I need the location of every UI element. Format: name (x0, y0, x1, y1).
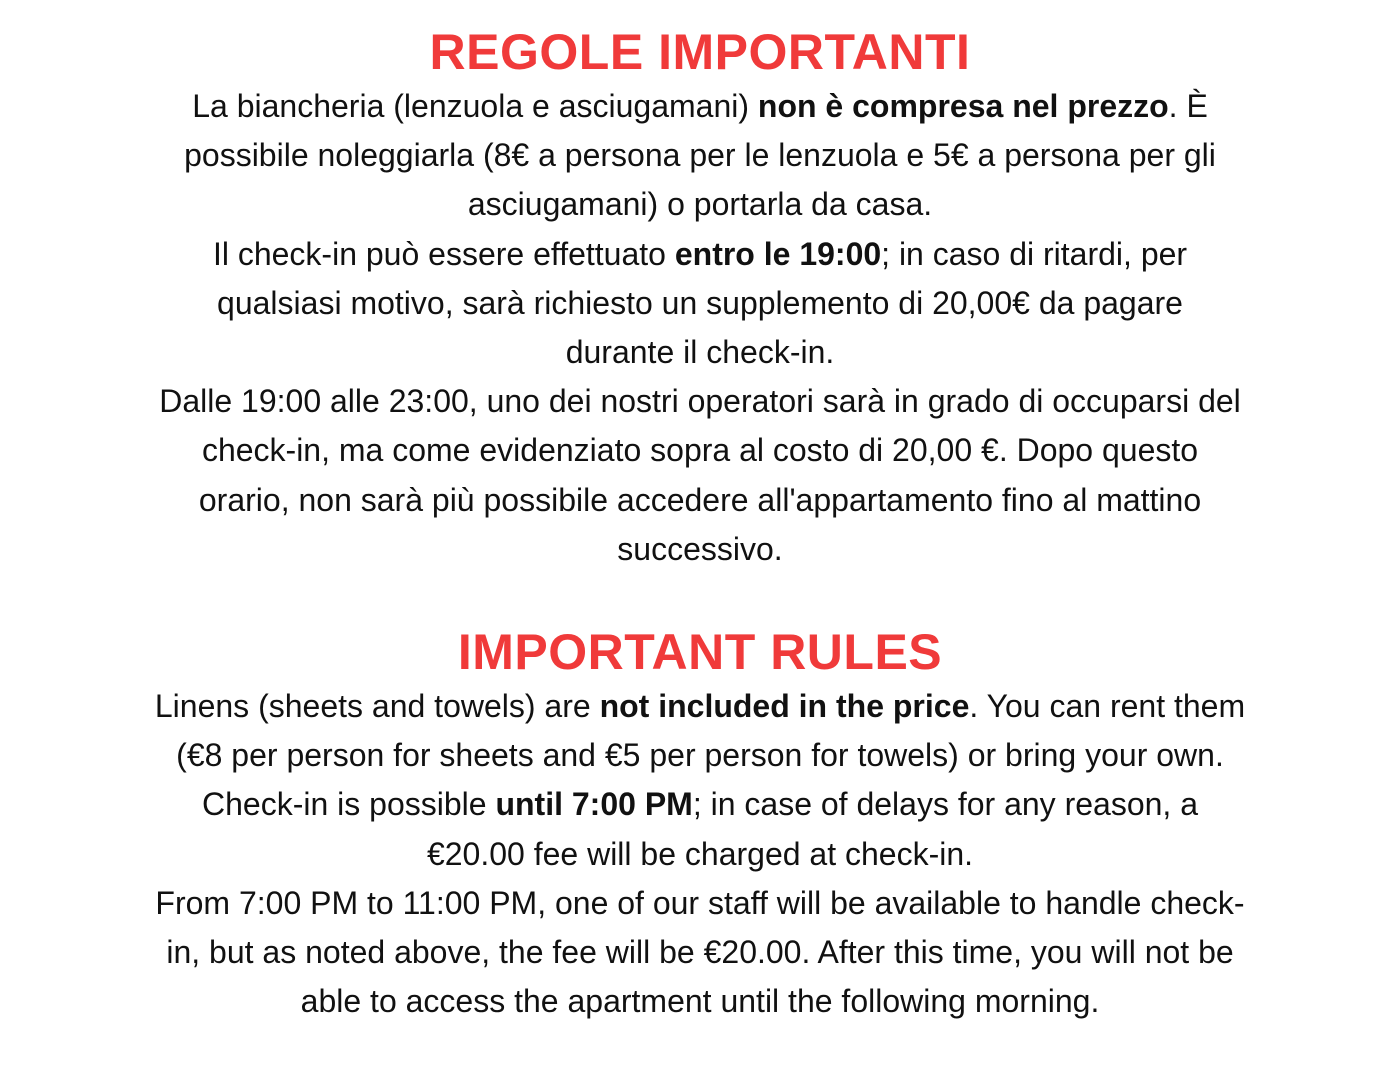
text-line: qualsiasi motivo, sarà richiesto un supp… (0, 279, 1400, 328)
text-segment: asciugamani) o portarla da casa. (467, 186, 933, 223)
text-segment: possibile noleggiarla (8€ a persona per … (184, 137, 1216, 174)
section-title-english: IMPORTANT RULES (457, 624, 943, 681)
text-segment: Il check-in può essere effettuato (212, 235, 675, 272)
text-segment: Check-in is possible (202, 786, 496, 823)
text-segment: €20.00 fee will be charged at check-in. (426, 835, 974, 872)
text-segment: ; in caso di ritardi, per (881, 235, 1188, 272)
section-body-english: Linens (sheets and towels) are not inclu… (0, 682, 1400, 1026)
text-segment: Linens (sheets and towels) are (154, 688, 600, 725)
text-line: in, but as noted above, the fee will be … (0, 928, 1400, 977)
text-line: (€8 per person for sheets and €5 per per… (0, 731, 1400, 780)
text-line: From 7:00 PM to 11:00 PM, one of our sta… (0, 879, 1400, 928)
text-line: successivo. (0, 525, 1400, 574)
text-line: able to access the apartment until the f… (0, 977, 1400, 1026)
text-line: Il check-in può essere effettuato entro … (0, 230, 1400, 279)
text-line: €20.00 fee will be charged at check-in. (0, 830, 1400, 879)
text-segment: (€8 per person for sheets and €5 per per… (176, 737, 1224, 774)
text-segment: Dalle 19:00 alle 23:00, uno dei nostri o… (159, 383, 1241, 420)
bold-text: until 7:00 PM (495, 786, 693, 823)
text-segment: La biancheria (lenzuola e asciugamani) (192, 88, 758, 124)
text-segment: in, but as noted above, the fee will be … (166, 934, 1234, 971)
text-segment: qualsiasi motivo, sarà richiesto un supp… (217, 284, 1183, 321)
text-segment: check-in, ma come evidenziato sopra al c… (201, 432, 1199, 469)
text-line: La biancheria (lenzuola e asciugamani) n… (0, 82, 1400, 131)
bold-text: not included in the price (599, 688, 970, 725)
text-segment: . You can rent them (969, 688, 1246, 725)
text-line: asciugamani) o portarla da casa. (0, 180, 1400, 229)
text-segment: orario, non sarà più possibile accedere … (198, 481, 1202, 518)
text-line: durante il check-in. (0, 328, 1400, 377)
section-title-italian: REGOLE IMPORTANTI (429, 24, 971, 80)
bold-text: non è compresa nel prezzo (757, 88, 1169, 124)
text-line: Linens (sheets and towels) are not inclu… (0, 682, 1400, 731)
text-line: check-in, ma come evidenziato sopra al c… (0, 426, 1400, 475)
text-segment: successivo. (617, 530, 783, 567)
rules-document: REGOLE IMPORTANTI La biancheria (lenzuol… (0, 24, 1400, 1026)
bold-text: entro le 19:00 (674, 235, 882, 272)
text-segment: durante il check-in. (565, 334, 835, 371)
text-segment: able to access the apartment until the f… (300, 983, 1100, 1020)
text-line: Check-in is possible until 7:00 PM; in c… (0, 780, 1400, 829)
text-segment: From 7:00 PM to 11:00 PM, one of our sta… (155, 884, 1245, 921)
text-line: orario, non sarà più possibile accedere … (0, 476, 1400, 525)
text-segment: ; in case of delays for any reason, a (692, 786, 1198, 823)
text-segment: . È (1168, 88, 1208, 124)
text-line: possibile noleggiarla (8€ a persona per … (0, 131, 1400, 180)
section-body-italian: La biancheria (lenzuola e asciugamani) n… (0, 82, 1400, 574)
text-line: Dalle 19:00 alle 23:00, uno dei nostri o… (0, 377, 1400, 426)
